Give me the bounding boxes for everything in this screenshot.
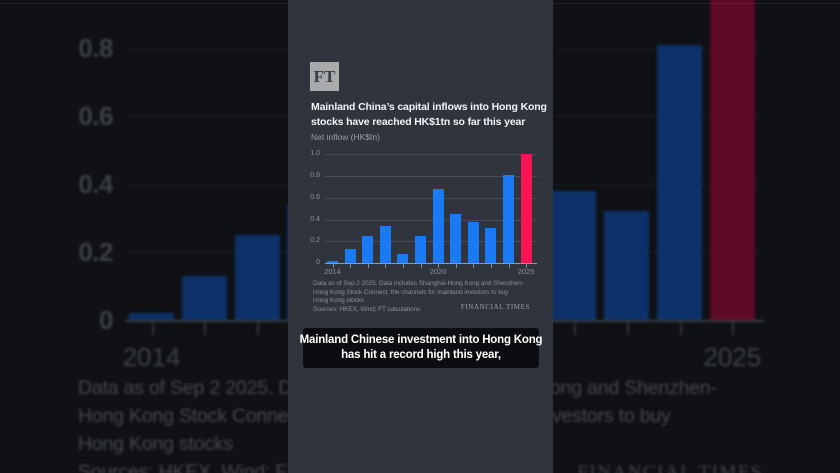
bar-2021 [450, 214, 462, 263]
x-axis-tick [490, 264, 492, 268]
bar-2016 [234, 235, 280, 320]
bar-2014 [129, 313, 174, 320]
footnote-line: Data as of Sep 2 2025. Data includes Sha… [313, 280, 524, 287]
financial-times-masthead: FINANCIAL TIMES [460, 303, 530, 311]
bar-2016 [362, 235, 374, 263]
chart-title-line: Mainland China’s capital inflows into Ho… [311, 101, 547, 113]
y-axis-tick-label: 0.8 [78, 33, 113, 63]
gridline-0.2 [325, 241, 537, 243]
x-axis-tick-label: 2014 [324, 267, 341, 276]
x-axis-tick [257, 321, 260, 335]
x-axis-tick-label: 2025 [703, 342, 762, 372]
x-axis-tick [204, 321, 207, 335]
gridline-1 [325, 154, 537, 156]
chart-title-line: stocks have reached HK$1tn so far this y… [311, 116, 526, 128]
y-axis-tick-label: 0.6 [310, 193, 320, 201]
bar-2019 [415, 235, 426, 263]
x-axis-tick [573, 321, 576, 335]
x-axis-tick [350, 264, 352, 268]
footnote-line: Hong Kong stocks [313, 297, 365, 304]
bar-2024 [503, 175, 514, 263]
y-axis-tick-label: 0.2 [78, 237, 113, 267]
bar-2020 [432, 189, 444, 263]
video-caption: Mainland Chinese investment into Hong Ko… [300, 328, 543, 368]
gridline-0.6 [325, 197, 537, 199]
bar-2015 [181, 275, 227, 320]
bar-2025 [520, 154, 532, 263]
x-axis-tick [508, 264, 510, 268]
chart-subtitle: Net inflow (HK$tn) [311, 132, 380, 142]
y-axis-tick-label: 0.4 [310, 215, 320, 223]
bar-2025 [709, 0, 755, 320]
bar-2015 [344, 248, 356, 263]
x-axis-tick [526, 264, 528, 268]
chart-footnote: Data as of Sep 2 2025. Data includes Sha… [313, 280, 524, 314]
bar-2023 [485, 228, 497, 263]
x-axis-tick [367, 264, 369, 268]
y-axis-tick-label: 0.8 [310, 172, 320, 179]
x-axis-tick-label: 2025 [517, 267, 535, 276]
y-axis-tick-label: 0 [316, 259, 320, 266]
bar-2017 [379, 226, 391, 263]
x-axis-tick [473, 264, 475, 268]
y-axis-tick-label: 0.2 [310, 237, 320, 245]
caption-line: Mainland Chinese investment into Hong Ko… [299, 333, 543, 346]
y-axis-tick-label: 0 [99, 305, 113, 335]
y-axis-tick-label: 0.4 [78, 169, 113, 199]
bar-2018 [397, 254, 409, 263]
bar-2014 [327, 260, 338, 263]
gridline-0 [325, 263, 537, 264]
y-axis-tick-label: 0.6 [78, 101, 113, 131]
x-axis-tick-label: 2014 [122, 342, 181, 372]
bar-2022 [551, 190, 597, 320]
bar-2022 [467, 221, 479, 263]
x-axis-tick [420, 264, 422, 268]
bar-chart: 0 0.2 0.4 0.6 0.8 1.0 2014 2020 2025 [288, 0, 553, 330]
bar-2024 [657, 44, 702, 320]
x-axis-tick [626, 321, 629, 335]
x-axis-tick-label: 2020 [429, 267, 447, 276]
gridline-0.8 [325, 176, 537, 177]
chart-title: Mainland China’s capital inflows into Ho… [311, 100, 553, 130]
bar-2023 [604, 211, 650, 320]
x-axis-tick [402, 264, 404, 268]
footnote-line: Hong Kong Stock Connect, the channels fo… [313, 288, 509, 296]
caption-line: has hit a record high this year, [341, 349, 501, 361]
chart-card: FT Mainland China’s capital inflows into… [288, 0, 553, 473]
background-footnote-line: Hong Kong stocks [78, 433, 234, 455]
footnote-line: Sources: HKEX, Wind; FT calculations [313, 305, 421, 313]
gridline-0.4 [325, 219, 537, 221]
x-axis-tick [679, 321, 682, 335]
x-axis-tick [385, 264, 387, 268]
x-axis-tick [455, 264, 457, 268]
background-financial-times-masthead: FINANCIAL TIMES [577, 462, 763, 473]
x-axis-tick [732, 321, 735, 335]
y-axis-tick-label: 1.0 [310, 150, 320, 158]
x-axis-tick [332, 264, 334, 268]
ft-logo: FT [310, 62, 339, 91]
x-axis-tick [438, 264, 440, 268]
x-axis-tick [151, 321, 154, 335]
